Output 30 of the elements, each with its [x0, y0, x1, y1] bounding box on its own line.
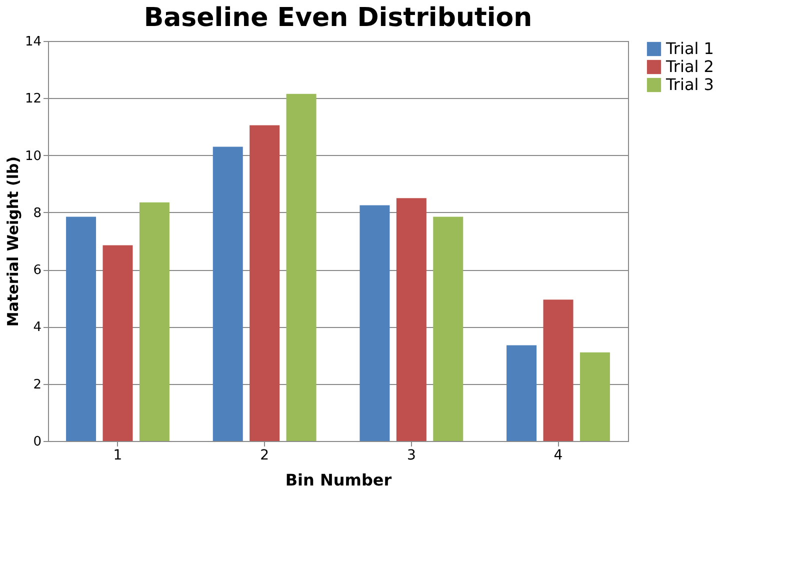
y-tick-label: 2 — [33, 377, 42, 392]
bar — [580, 352, 610, 441]
bar — [102, 245, 133, 441]
x-tick-label: 1 — [113, 448, 122, 464]
y-tick-label: 6 — [33, 263, 42, 278]
bar — [433, 216, 464, 441]
x-tick-label: 4 — [554, 448, 563, 464]
x-axis-title: Bin Number — [285, 470, 392, 490]
bar — [250, 125, 280, 441]
bar — [360, 205, 390, 441]
bar — [66, 216, 96, 441]
bar — [543, 300, 574, 441]
legend-label: Trial 1 — [665, 39, 714, 58]
bar — [506, 345, 537, 441]
x-tick-label: 2 — [260, 448, 270, 464]
legend-label: Trial 2 — [665, 57, 714, 76]
bar — [139, 202, 170, 441]
x-tick-label: 3 — [406, 448, 416, 464]
bar — [396, 198, 426, 441]
y-tick-label: 4 — [33, 320, 42, 336]
chart-title: Baseline Even Distribution — [144, 3, 532, 33]
y-tick-label: 10 — [24, 148, 42, 164]
bar — [286, 94, 316, 441]
legend-label: Trial 3 — [665, 75, 714, 94]
y-tick-label: 12 — [24, 92, 42, 107]
y-axis-title: Material Weight (lb) — [4, 156, 22, 327]
bar — [212, 146, 243, 441]
y-tick-label: 0 — [33, 434, 42, 450]
y-tick-label: 8 — [33, 206, 42, 221]
y-tick-label: 14 — [24, 34, 42, 50]
